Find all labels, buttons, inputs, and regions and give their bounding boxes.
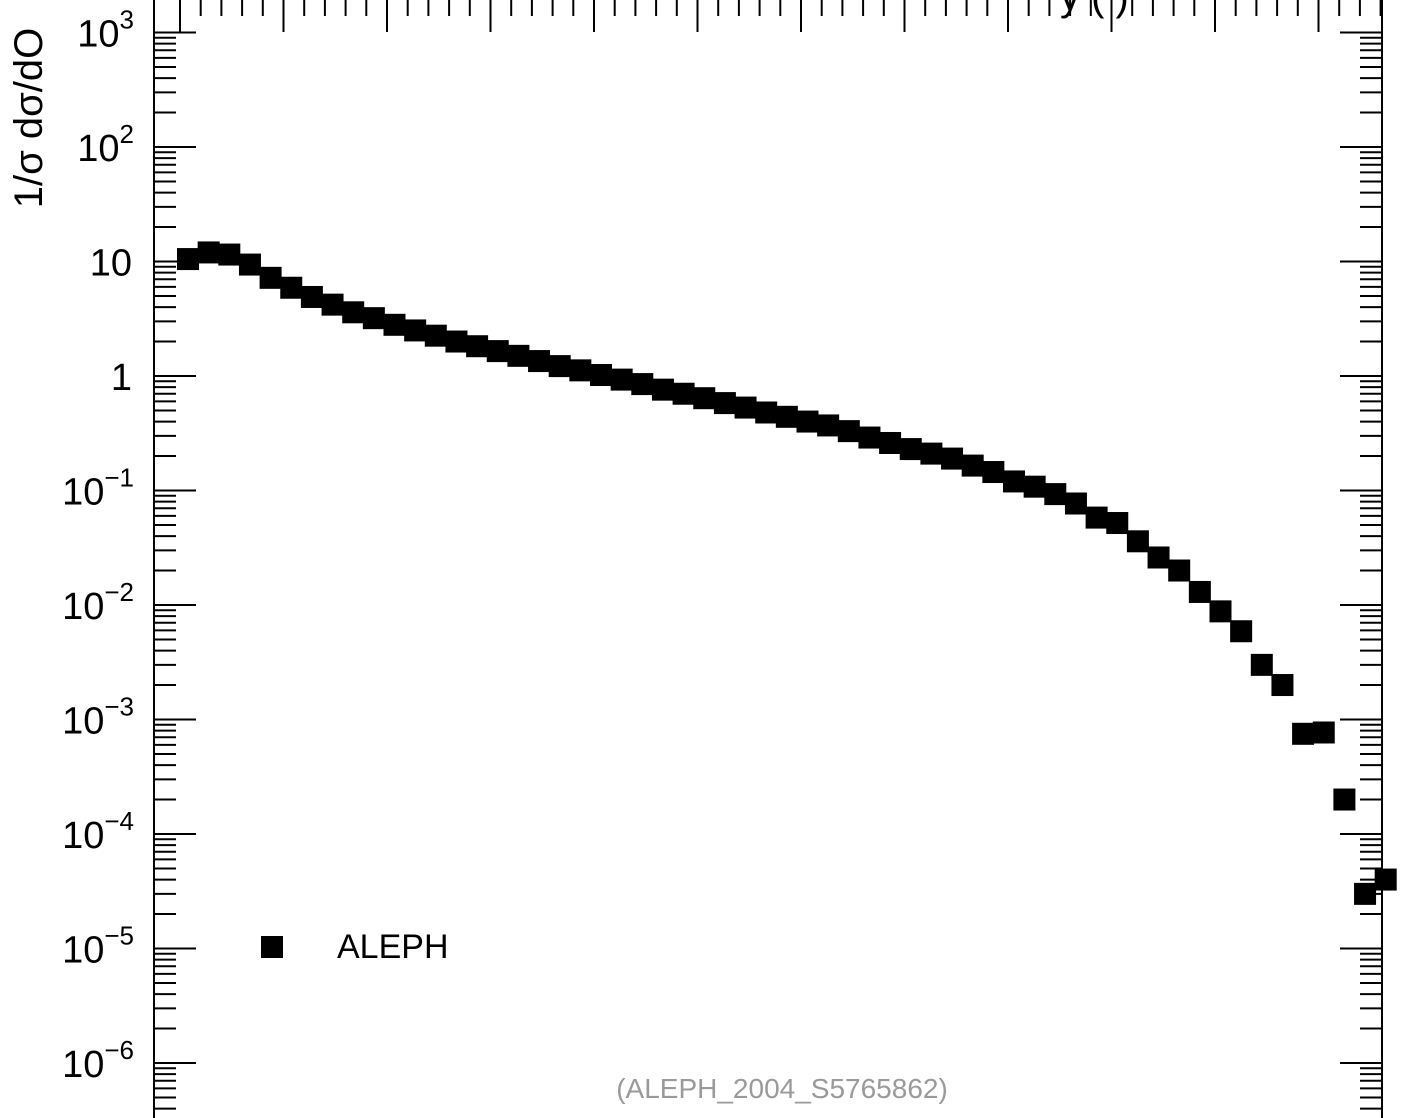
data-point [941, 447, 964, 470]
y-tick-label: 10−4 [62, 806, 134, 857]
data-point [672, 382, 695, 405]
data-point [362, 307, 385, 330]
data-point [300, 285, 323, 308]
data-point [1209, 600, 1232, 623]
data-point [982, 461, 1005, 484]
data-point [1106, 512, 1129, 535]
data-point [197, 241, 220, 264]
data-point [445, 330, 468, 353]
analysis-id-annotation: (ALEPH_2004_S5765862) [616, 1073, 948, 1104]
y-tick-label: 1 [111, 357, 132, 399]
data-point [259, 266, 282, 289]
data-point [1168, 559, 1191, 582]
data-point [693, 387, 716, 410]
data-point [466, 335, 489, 358]
y-tick-label: 10−6 [62, 1035, 134, 1086]
data-point [837, 420, 860, 443]
data-point [796, 410, 819, 433]
data-point [1126, 530, 1149, 553]
data-point [590, 364, 612, 387]
data-point [1064, 492, 1087, 515]
data-point [177, 248, 199, 271]
data-point [610, 368, 633, 391]
y-tick-label: 10−5 [62, 921, 134, 972]
data-point [899, 438, 922, 461]
data-point [1312, 721, 1335, 744]
data-point [1023, 475, 1046, 498]
data-point [1333, 788, 1356, 811]
plot-frame [153, 0, 1383, 1118]
data-point [1147, 546, 1170, 569]
legend: ALEPH [261, 928, 449, 966]
y-tick-label: 10−3 [62, 692, 134, 743]
legend-label-aleph: ALEPH [337, 928, 449, 966]
data-point [528, 350, 551, 373]
data-point [961, 454, 984, 477]
y-tick-label: 102 [77, 119, 134, 170]
data-point [1188, 580, 1211, 603]
data-point [218, 243, 241, 266]
data-point [651, 378, 674, 401]
data-point [1250, 653, 1273, 676]
data-point [507, 344, 530, 367]
data-point [383, 313, 406, 336]
data-series-aleph [177, 241, 1397, 905]
legend-marker-aleph [261, 936, 283, 958]
data-point [1230, 620, 1253, 643]
data-point [1085, 506, 1108, 529]
data-point [920, 442, 943, 465]
data-point [734, 396, 757, 419]
data-point [404, 319, 427, 342]
data-point [569, 359, 592, 382]
data-point [280, 276, 303, 299]
axis-ticks [154, 0, 1382, 1110]
data-point [548, 355, 571, 378]
y-tick-label: 10 [90, 243, 132, 285]
data-point [1003, 470, 1025, 493]
data-point [775, 405, 798, 428]
y-tick-label: 103 [77, 5, 134, 56]
data-point [713, 392, 736, 415]
data-point [858, 426, 881, 449]
data-point [755, 401, 778, 424]
data-point [238, 253, 261, 276]
y-axis-title: 1/σ dσ/dO [7, 28, 51, 209]
data-point [1354, 882, 1377, 905]
top-right-label-fragment: y ( ) [1060, 0, 1129, 19]
data-point [631, 373, 654, 396]
data-point [1374, 868, 1397, 891]
data-point [321, 293, 344, 316]
data-point [1292, 722, 1315, 745]
data-point [342, 301, 365, 324]
y-tick-label: 10−2 [62, 577, 134, 628]
data-point [817, 414, 840, 437]
y-tick-label: 10−1 [62, 463, 134, 514]
data-point [879, 431, 902, 454]
data-point [1271, 674, 1294, 697]
data-point [486, 340, 509, 363]
data-point [424, 324, 447, 347]
data-point [1044, 483, 1067, 506]
